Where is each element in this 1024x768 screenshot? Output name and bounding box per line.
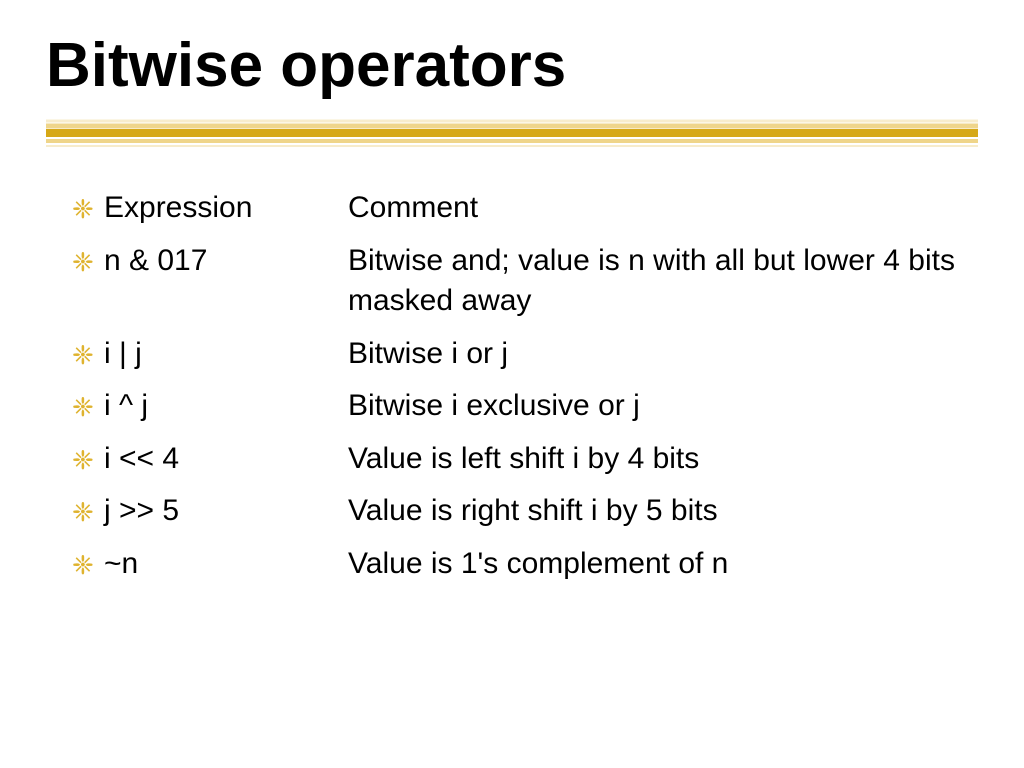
list-item: ❈ i << 4 Value is left shift i by 4 bits [72,439,962,480]
expression-cell: i | j [104,334,348,375]
bullet-icon: ❈ [72,188,104,227]
expression-cell: ~n [104,544,348,585]
list-item: ❈ i | j Bitwise i or j [72,334,962,375]
expression-cell: i << 4 [104,439,348,480]
bullet-icon: ❈ [72,334,104,373]
list-item: ❈ n & 017 Bitwise and; value is n with a… [72,241,962,322]
expression-cell: Expression [104,188,348,229]
title-underline [46,115,978,149]
slide-title: Bitwise operators [46,30,566,101]
bullet-icon: ❈ [72,544,104,583]
list-item: ❈ Expression Comment [72,188,962,229]
bullet-icon: ❈ [72,491,104,530]
bullet-list: ❈ Expression Comment ❈ n & 017 Bitwise a… [72,188,962,596]
comment-cell: Bitwise i or j [348,334,962,375]
expression-cell: i ^ j [104,386,348,427]
list-item: ❈ i ^ j Bitwise i exclusive or j [72,386,962,427]
expression-cell: n & 017 [104,241,348,282]
comment-cell: Value is left shift i by 4 bits [348,439,962,480]
comment-cell: Bitwise i exclusive or j [348,386,962,427]
bullet-icon: ❈ [72,439,104,478]
bullet-icon: ❈ [72,386,104,425]
slide: Bitwise operators ❈ Expression Comment ❈… [0,0,1024,768]
comment-cell: Value is 1's complement of n [348,544,962,585]
comment-cell: Value is right shift i by 5 bits [348,491,962,532]
comment-cell: Comment [348,188,962,229]
list-item: ❈ j >> 5 Value is right shift i by 5 bit… [72,491,962,532]
bullet-icon: ❈ [72,241,104,280]
comment-cell: Bitwise and; value is n with all but low… [348,241,962,322]
expression-cell: j >> 5 [104,491,348,532]
list-item: ❈ ~n Value is 1's complement of n [72,544,962,585]
